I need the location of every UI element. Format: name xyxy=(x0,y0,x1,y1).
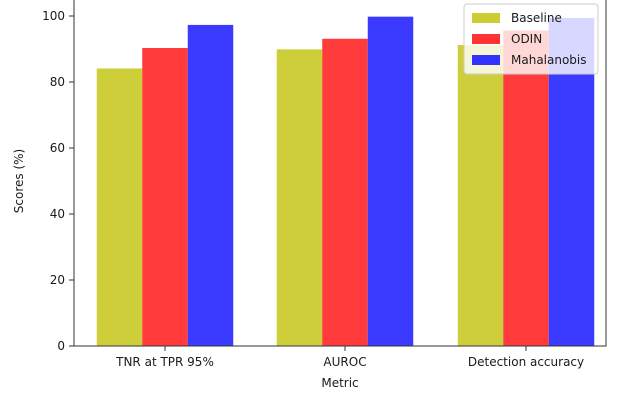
y-tick-label: 20 xyxy=(50,273,65,287)
y-tick-label: 40 xyxy=(50,207,65,221)
x-tick-label: TNR at TPR 95% xyxy=(115,355,214,369)
legend-swatch-odin xyxy=(472,34,500,44)
legend-label-mahalanobis: Mahalanobis xyxy=(511,53,587,67)
bar-mahalanobis-1 xyxy=(367,16,414,346)
legend-swatch-baseline xyxy=(472,13,500,23)
y-axis-ticks: 0 20 40 60 80 100 xyxy=(42,9,74,353)
bar-baseline-2 xyxy=(457,45,504,346)
bars-layer xyxy=(96,16,595,347)
y-tick-label: 60 xyxy=(50,141,65,155)
bar-odin-2 xyxy=(503,30,549,347)
legend: Baseline ODIN Mahalanobis xyxy=(463,3,599,75)
x-axis-ticks: TNR at TPR 95% AUROC Detection accuracy xyxy=(115,346,584,369)
legend-swatch-mahalanobis xyxy=(472,55,500,65)
x-tick-label: AUROC xyxy=(323,355,366,369)
y-axis-label: Scores (%) xyxy=(12,149,26,213)
legend-label-odin: ODIN xyxy=(511,32,542,46)
bar-mahalanobis-0 xyxy=(187,24,234,346)
bar-baseline-0 xyxy=(96,68,143,346)
bar-odin-1 xyxy=(322,38,368,347)
x-tick-label: Detection accuracy xyxy=(468,355,584,369)
y-tick-label: 80 xyxy=(50,75,65,89)
y-tick-label: 100 xyxy=(42,9,65,23)
legend-label-baseline: Baseline xyxy=(511,11,562,25)
y-tick-label: 0 xyxy=(57,339,65,353)
x-axis-label: Metric xyxy=(321,376,358,390)
axes-layer xyxy=(73,0,607,347)
bar-odin-0 xyxy=(142,48,188,346)
plot-frame xyxy=(73,0,607,347)
bar-baseline-1 xyxy=(276,49,323,347)
